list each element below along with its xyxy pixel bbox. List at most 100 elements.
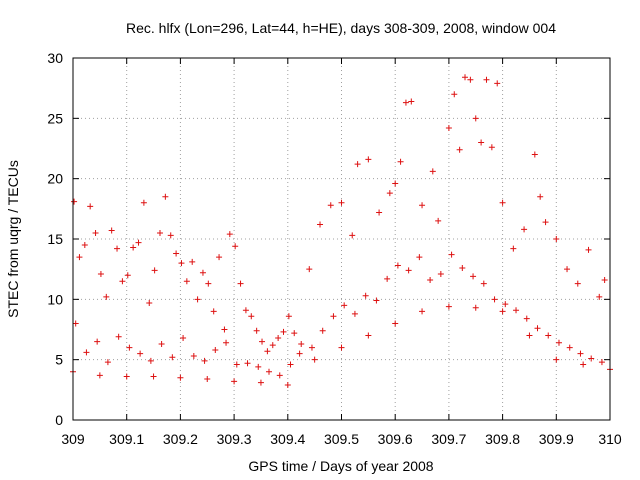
data-point <box>349 232 356 239</box>
grid-lines <box>73 58 610 420</box>
data-point <box>276 372 283 379</box>
x-tick-label: 309.9 <box>539 431 574 447</box>
data-point <box>204 375 211 382</box>
data-point <box>237 280 244 287</box>
x-tick-label: 309.4 <box>270 431 305 447</box>
data-point <box>588 355 595 362</box>
data-point <box>178 260 185 267</box>
data-point <box>513 307 520 314</box>
data-point <box>545 332 552 339</box>
data-point <box>212 347 219 354</box>
data-point <box>83 349 90 356</box>
data-point <box>483 76 490 83</box>
data-point <box>437 270 444 277</box>
data-point <box>523 315 530 322</box>
data-point <box>76 254 83 261</box>
data-point <box>201 357 208 364</box>
data-point <box>566 344 573 351</box>
x-tick-labels: 309 309.1 309.2 309.3 309.4 309.5 309.6 309.7 30… <box>61 431 622 447</box>
data-point <box>280 328 287 335</box>
x-tick-label: 309.3 <box>217 431 252 447</box>
data-point <box>445 124 452 131</box>
data-point <box>72 320 79 327</box>
y-tick-label: 25 <box>47 110 63 126</box>
data-point <box>233 361 240 368</box>
data-point <box>488 144 495 151</box>
data-point <box>94 338 101 345</box>
series-satellite-mid <box>306 74 608 300</box>
data-point <box>580 361 587 368</box>
data-point <box>81 242 88 249</box>
data-point <box>311 356 318 363</box>
data-point <box>306 266 313 273</box>
data-point <box>189 258 196 265</box>
data-point <box>223 339 230 346</box>
data-point <box>598 359 605 366</box>
data-point <box>124 272 131 279</box>
data-point <box>126 344 133 351</box>
data-point <box>150 373 157 380</box>
data-point <box>242 307 249 314</box>
data-point <box>499 308 506 315</box>
data-point <box>248 313 255 320</box>
data-point <box>130 244 137 251</box>
y-tick-label: 0 <box>55 412 63 428</box>
data-point <box>87 203 94 210</box>
data-point <box>119 278 126 285</box>
x-tick-label: 309.8 <box>485 431 520 447</box>
data-point <box>341 302 348 309</box>
data-point <box>456 146 463 153</box>
data-point <box>232 243 239 250</box>
data-point <box>384 275 391 282</box>
x-tick-label: 309.5 <box>324 431 359 447</box>
data-point <box>574 280 581 287</box>
data-point <box>104 359 111 366</box>
series-satellite-low <box>72 251 605 379</box>
data-point <box>210 308 217 315</box>
data-point <box>115 333 122 340</box>
data-point <box>419 308 426 315</box>
data-point <box>180 334 187 341</box>
data-point <box>264 348 271 355</box>
data-point <box>491 296 498 303</box>
data-point <box>502 301 509 308</box>
y-tick-label: 20 <box>47 171 63 187</box>
data-point <box>408 98 415 105</box>
data-point <box>147 357 154 364</box>
data-point <box>373 297 380 304</box>
y-axis-label: STEC from uqrg / TECUs <box>5 160 21 318</box>
data-point <box>499 199 506 206</box>
data-point <box>472 304 479 311</box>
data-point <box>555 339 562 346</box>
data-point <box>114 245 121 252</box>
data-point <box>275 334 282 341</box>
data-point <box>448 251 455 258</box>
data-point <box>394 262 401 269</box>
series-background <box>70 303 613 389</box>
x-tick-label: 309.1 <box>109 431 144 447</box>
data-point <box>354 161 361 168</box>
data-point <box>92 229 99 236</box>
data-point <box>376 209 383 216</box>
data-point <box>330 313 337 320</box>
data-point <box>190 353 197 360</box>
data-point <box>451 91 458 98</box>
data-point <box>97 270 104 277</box>
data-point <box>338 344 345 351</box>
data-point <box>526 332 533 339</box>
data-point <box>405 267 412 274</box>
series-satellite-prn <box>71 193 303 357</box>
data-point <box>231 378 238 385</box>
data-point <box>226 231 233 238</box>
data-point <box>137 350 144 357</box>
data-point <box>296 350 303 357</box>
data-point <box>291 330 298 337</box>
data-point <box>257 379 264 386</box>
data-point <box>146 299 153 306</box>
data-point <box>429 168 436 175</box>
data-point <box>386 190 393 197</box>
data-point <box>108 227 115 234</box>
data-point <box>173 250 180 257</box>
data-point <box>435 217 442 224</box>
data-point <box>365 156 372 163</box>
